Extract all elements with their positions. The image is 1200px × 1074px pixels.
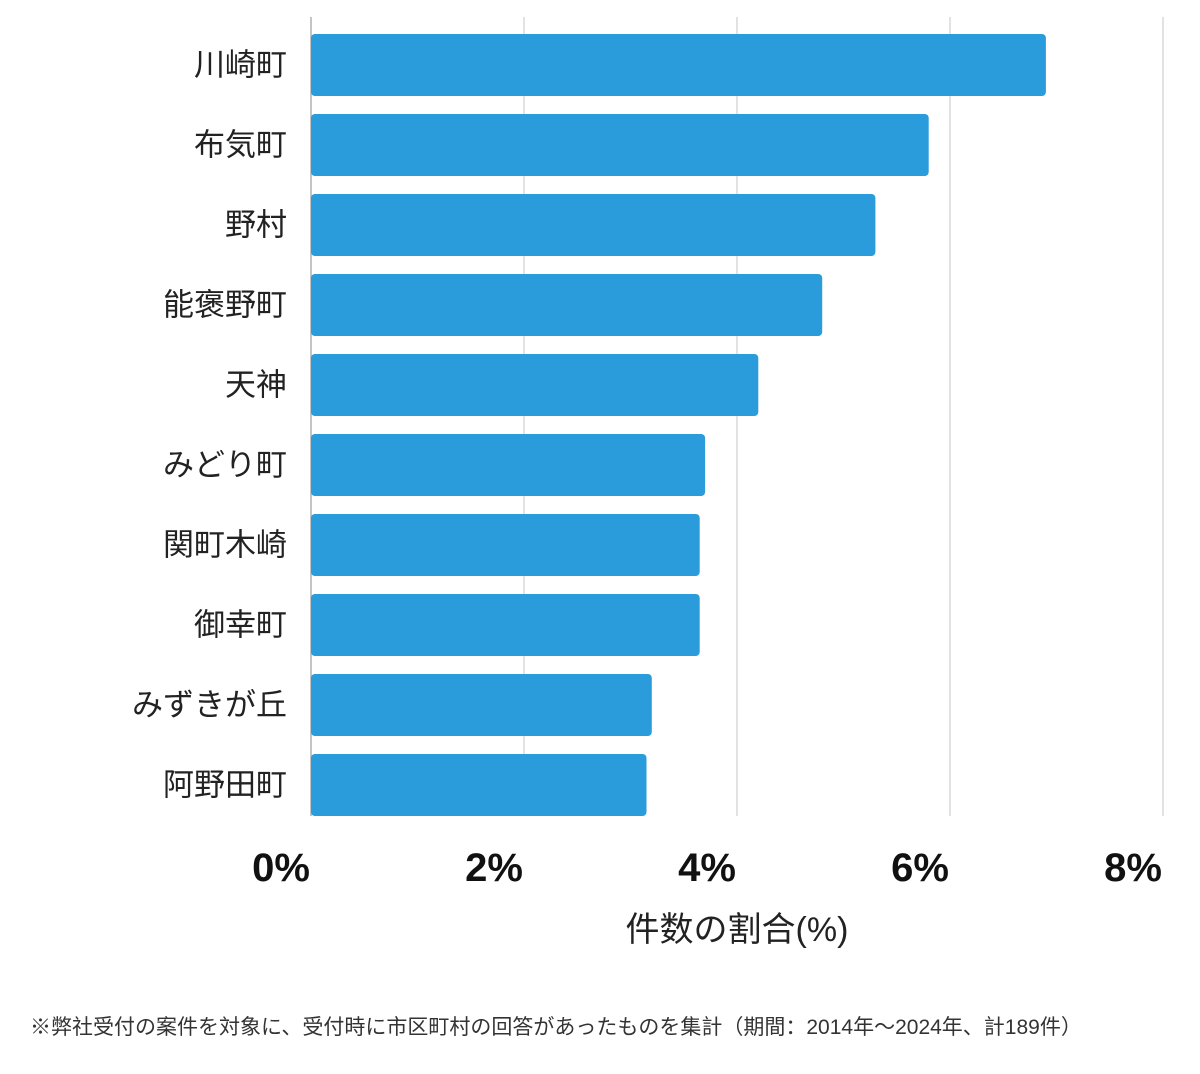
svg-text:能褒野町: 能褒野町 — [163, 288, 287, 323]
svg-text:8%: 8% — [1104, 846, 1162, 890]
svg-text:※弊社受付の案件を対象に、受付時に市区町村の回答があったもの: ※弊社受付の案件を対象に、受付時に市区町村の回答があったものを集計（期間：201… — [30, 1016, 1082, 1039]
svg-text:件数の割合(%): 件数の割合(%) — [626, 911, 849, 949]
svg-text:6%: 6% — [891, 846, 949, 890]
svg-text:天神: 天神 — [225, 368, 287, 403]
svg-text:阿野田町: 阿野田町 — [163, 768, 287, 803]
svg-text:みどり町: みどり町 — [163, 448, 287, 483]
svg-text:野村: 野村 — [225, 208, 287, 243]
svg-text:0%: 0% — [252, 846, 310, 890]
svg-text:御幸町: 御幸町 — [194, 608, 287, 643]
svg-text:布気町: 布気町 — [194, 128, 287, 163]
svg-text:4%: 4% — [678, 846, 736, 890]
svg-text:関町木崎: 関町木崎 — [163, 528, 287, 563]
svg-text:2%: 2% — [465, 846, 523, 890]
svg-text:川崎町: 川崎町 — [194, 48, 287, 83]
svg-text:みずきが丘: みずきが丘 — [132, 688, 287, 723]
